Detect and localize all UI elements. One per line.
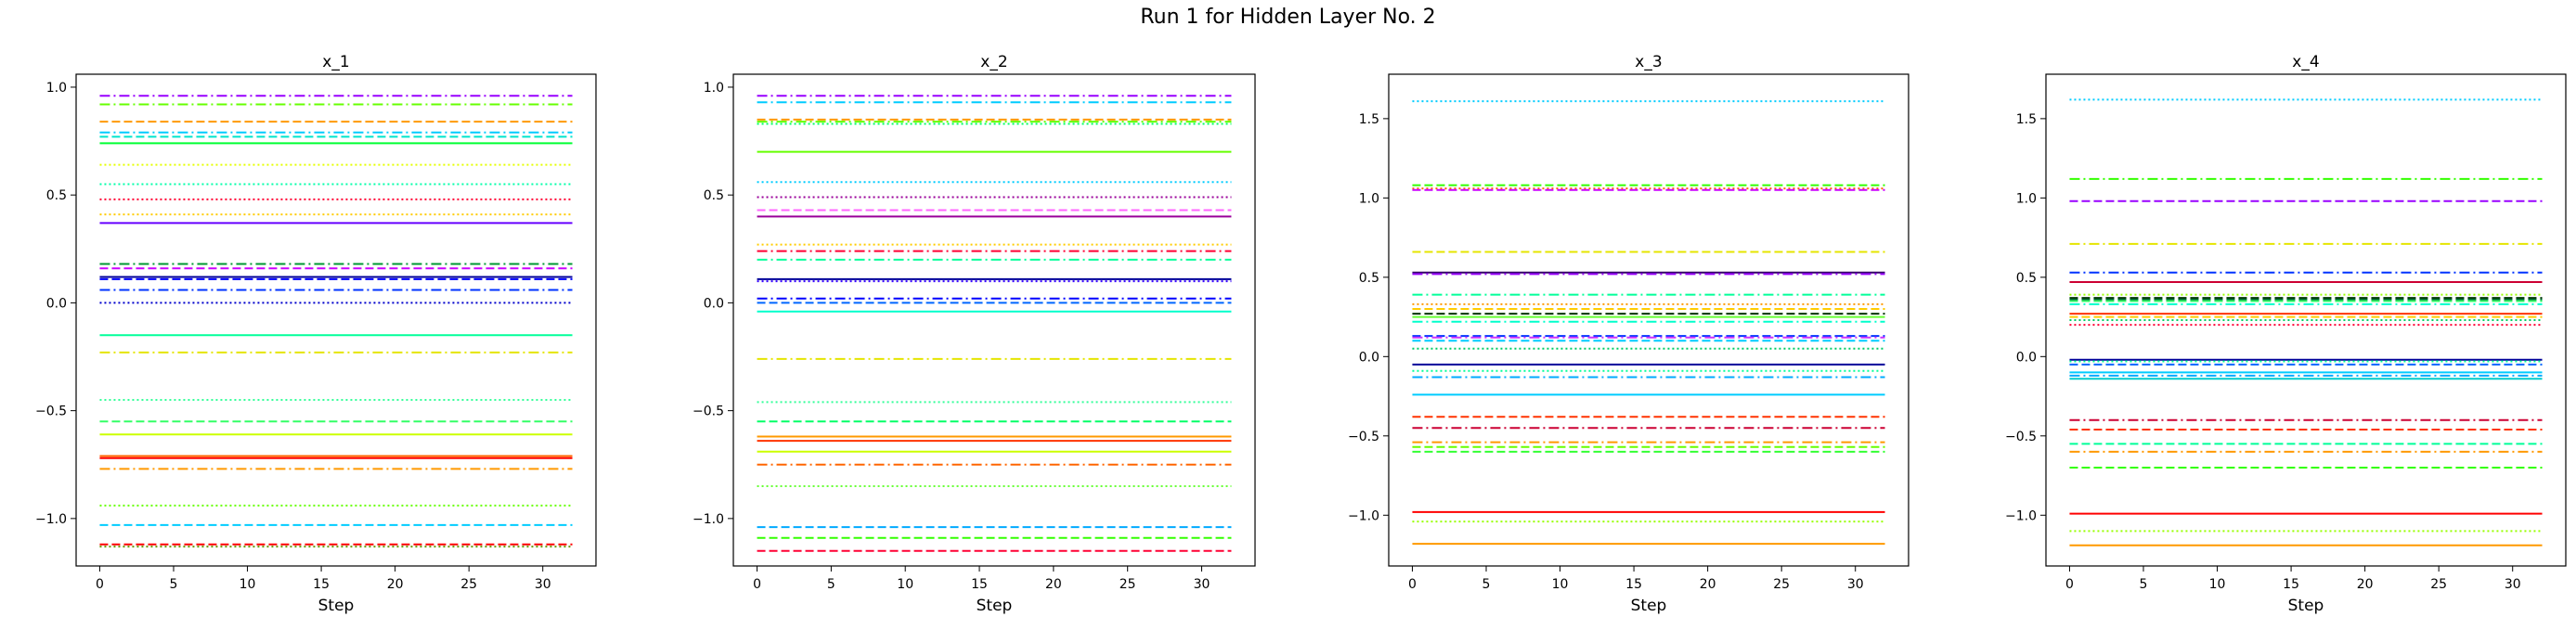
x-axis-label: Step [1631,597,1667,615]
axes-frame [732,73,1256,567]
y-tick-label: 0.5 [1359,271,1379,286]
figure-title: Run 1 for Hidden Layer No. 2 [1140,6,1436,29]
subplot-title: x_1 [322,53,349,71]
x-tick-label: 5 [2140,577,2148,592]
subplot-title: x_4 [2292,53,2319,71]
y-tick-label: 0.0 [1359,350,1379,365]
y-tick-label: −0.5 [1348,430,1379,444]
x-tick-label: 30 [2505,577,2521,592]
x-tick-label: 0 [1408,577,1417,592]
x-tick-label: 20 [1045,577,1062,592]
x-tick-label: 5 [827,577,835,592]
x-tick-label: 15 [2283,577,2299,592]
x-tick-label: 25 [2430,577,2447,592]
y-tick-label: 0.0 [46,296,67,311]
x-tick-label: 5 [170,577,178,592]
x-tick-label: 0 [96,577,104,592]
subplot-x2: 0 5 10 15 20 25 30 −1.0 −0.5 0.0 0.5 1.0 x_2 Step [693,53,1256,615]
x-tick-label: 15 [971,577,988,592]
y-tick-label: −1.0 [35,512,67,527]
y-tick-label: 1.0 [2016,191,2037,206]
subplot-title: x_2 [980,53,1007,71]
x-tick-label: 30 [535,577,551,592]
x-axis-label: Step [977,597,1013,615]
y-tick-label: 0.0 [2016,350,2037,365]
x-axis-label: Step [318,597,355,615]
x-tick-label: 25 [1773,577,1790,592]
y-tick-label: 1.0 [1359,191,1379,206]
x-tick-label: 15 [1625,577,1642,592]
x-axis-label: Step [2288,597,2324,615]
x-tick-label: 5 [1482,577,1491,592]
subplot-x1: 0 5 10 15 20 25 30 −1.0 −0.5 0.0 0.5 1.0 x_1 Step [35,53,597,615]
axes-frame [2045,73,2567,567]
y-tick-label: −1.0 [693,512,724,527]
x-tick-label: 30 [1847,577,1864,592]
y-tick-label: 0.5 [46,188,67,203]
y-tick-label: 1.5 [2016,112,2037,127]
axes-frame [1388,73,1909,567]
x-tick-label: 0 [2065,577,2074,592]
x-tick-label: 20 [387,577,404,592]
subplot-x4: 0 5 10 15 20 25 30 −1.0 −0.5 0.0 0.5 1.0 1.5 x_4 Step [2005,53,2567,615]
x-tick-label: 30 [1194,577,1210,592]
x-tick-label: 25 [1120,577,1136,592]
y-tick-label: 1.0 [46,81,67,96]
y-tick-label: −0.5 [35,405,67,419]
subplot-title: x_3 [1635,53,1662,71]
x-tick-label: 10 [897,577,913,592]
x-tick-label: 0 [753,577,761,592]
y-tick-label: −1.0 [1348,508,1379,523]
y-tick-label: 0.0 [704,296,724,311]
y-tick-label: 1.5 [1359,112,1379,127]
x-tick-label: 20 [1700,577,1716,592]
y-tick-label: 0.5 [2016,271,2037,286]
y-tick-label: −0.5 [693,405,724,419]
x-tick-label: 10 [1552,577,1569,592]
subplot-x3: 0 5 10 15 20 25 30 −1.0 −0.5 0.0 0.5 1.0 1.5 x_3 Step [1348,53,1909,615]
y-tick-label: −1.0 [2005,508,2037,523]
x-tick-label: 10 [239,577,256,592]
x-tick-label: 10 [2209,577,2226,592]
x-tick-label: 25 [460,577,477,592]
y-tick-label: 0.5 [704,188,724,203]
x-tick-label: 20 [2357,577,2374,592]
y-tick-label: 1.0 [704,81,724,96]
axes-frame [75,73,597,567]
y-tick-label: −0.5 [2005,430,2037,444]
x-tick-label: 15 [313,577,330,592]
